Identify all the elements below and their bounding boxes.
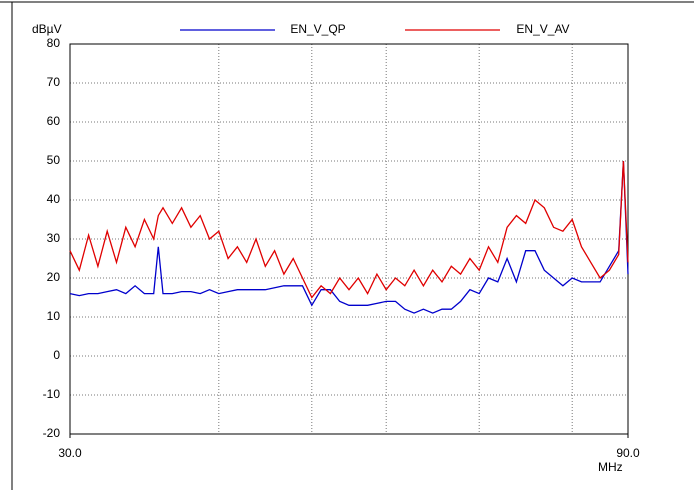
y-tick-label: 40 bbox=[47, 192, 61, 206]
plot-border bbox=[69, 43, 629, 435]
y-tick-label: -10 bbox=[43, 387, 61, 401]
y-axis-label: dBµV bbox=[32, 22, 62, 36]
y-tick-label: 60 bbox=[47, 114, 61, 128]
x-axis-label: MHz bbox=[598, 460, 623, 474]
x-tick-label: 90.0 bbox=[616, 446, 640, 460]
y-tick-label: 30 bbox=[47, 231, 61, 245]
legend-label: EN_V_AV bbox=[516, 22, 569, 36]
series-line bbox=[69, 160, 629, 299]
y-tick-label: -20 bbox=[43, 426, 61, 440]
y-tick-label: 0 bbox=[53, 348, 60, 362]
y-tick-label: 20 bbox=[47, 270, 61, 284]
x-tick-label: 30.0 bbox=[58, 446, 82, 460]
series-line bbox=[69, 160, 629, 314]
y-tick-label: 50 bbox=[47, 153, 61, 167]
y-tick-label: 10 bbox=[47, 309, 61, 323]
y-tick-label: 70 bbox=[47, 75, 61, 89]
legend-label: EN_V_QP bbox=[290, 22, 345, 36]
y-tick-label: 80 bbox=[47, 36, 61, 50]
